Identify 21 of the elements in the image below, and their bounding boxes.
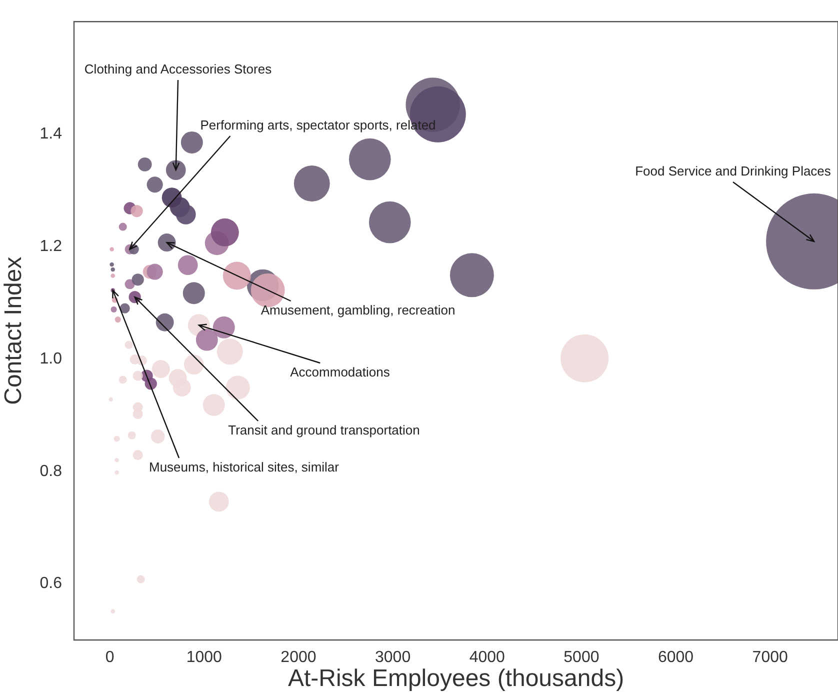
x-tick-label: 0 [105,649,114,666]
y-tick-label: 1.0 [40,350,62,368]
y-tick-label: 0.8 [40,462,62,480]
annotation: Transit and ground transportation [228,422,420,438]
x-tick-label: 3000 [375,649,411,666]
x-axis-title: At-Risk Employees (thousands) [288,665,624,692]
x-tick-label: 7000 [752,649,788,666]
y-tick-label: 1.2 [40,238,62,255]
y-tick-label: 0.6 [40,575,62,592]
y-tick-label: 1.4 [40,125,62,142]
annotation: Accommodations [290,364,390,380]
annotation: Clothing and Accessories Stores [84,62,272,77]
y-axis-title: Contact Index [0,256,28,405]
x-tick-label: 4000 [469,649,506,666]
annotation: Museums, historical sites, similar [149,460,340,475]
x-tick-label: 1000 [186,649,222,666]
x-tick-label: 2000 [280,649,316,666]
x-tick-label: 6000 [658,649,694,666]
annotation: Amusement, gambling, recreation [260,302,456,318]
annotation: Food Service and Drinking Places [635,164,832,179]
x-tick-label: 5000 [564,649,600,666]
